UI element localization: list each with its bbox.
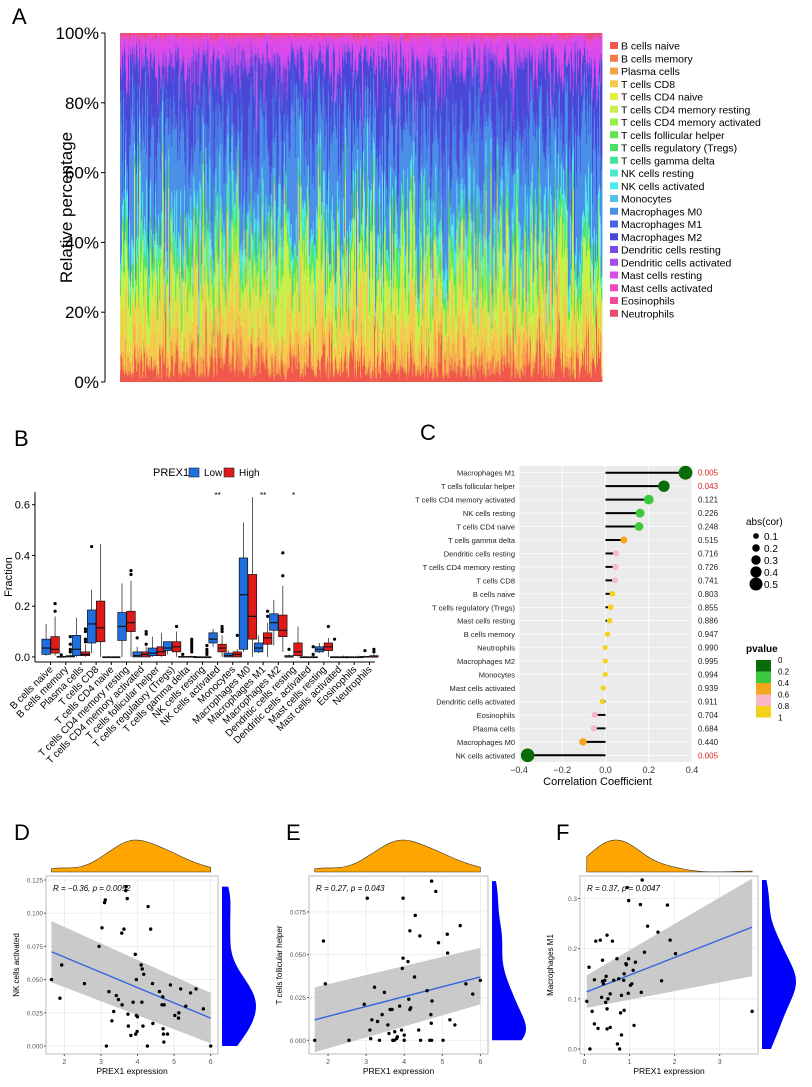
y-tick-label: 100%	[56, 24, 99, 43]
panel-label-b: B	[14, 426, 29, 451]
y-tick-label: 0%	[74, 373, 99, 392]
panel-label-a: A	[12, 4, 27, 29]
y-tick-label: 80%	[65, 94, 99, 113]
panel-label-d: D	[14, 820, 30, 845]
panel-label-e: E	[286, 820, 301, 845]
panel-label-c: C	[420, 420, 436, 445]
y-axis-title: Relative percentage	[57, 132, 76, 283]
y-tick-label: 20%	[65, 303, 99, 322]
panel-label-f: F	[556, 820, 569, 845]
figure-canvas: A B C D E F 0%20%40%60%80%100%Relative p…	[0, 0, 812, 1087]
stacked-bars	[120, 33, 602, 382]
